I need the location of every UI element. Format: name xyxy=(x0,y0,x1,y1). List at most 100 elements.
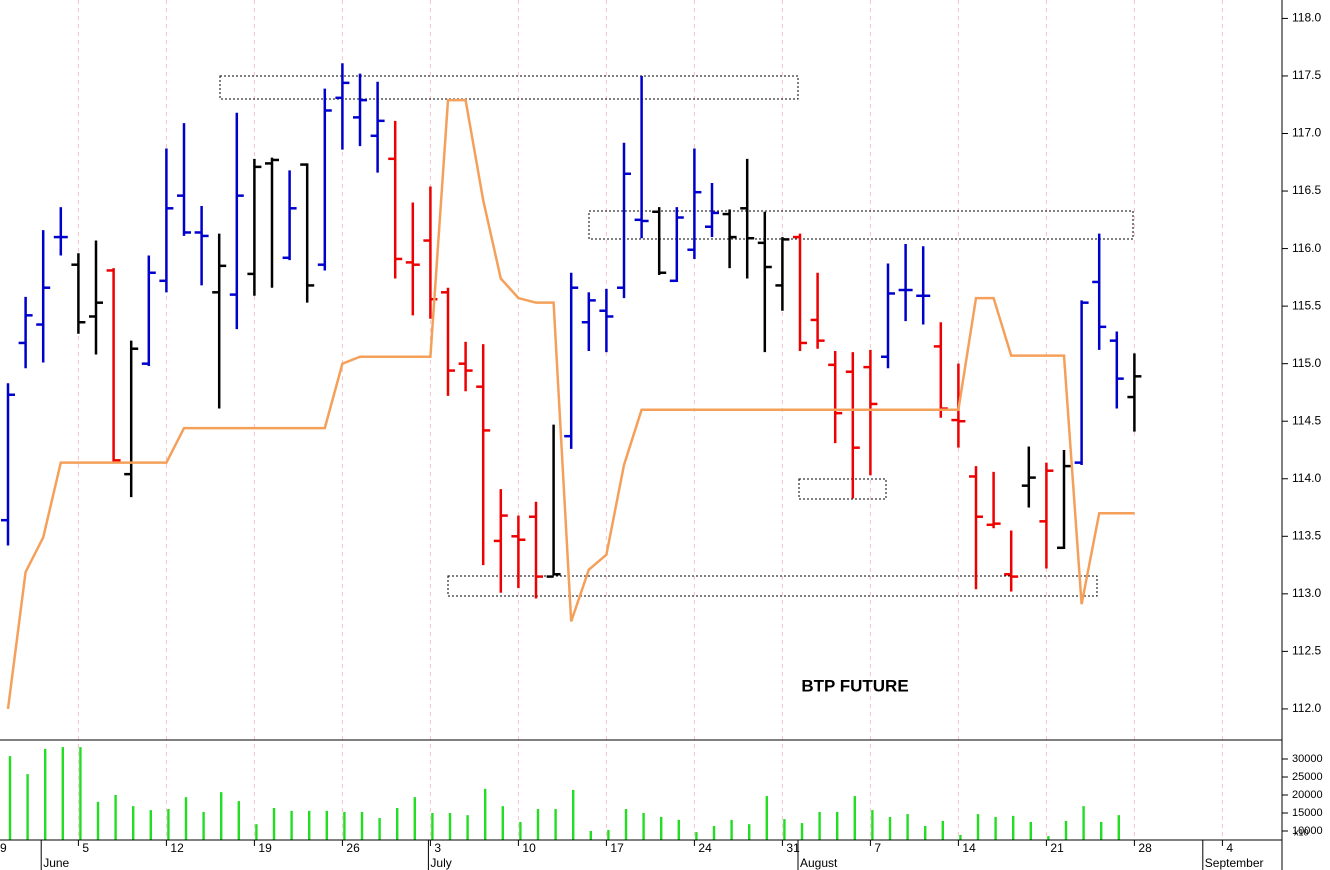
volume-bar xyxy=(924,825,927,840)
volume-bar xyxy=(1012,815,1015,840)
volume-bar xyxy=(360,811,364,840)
y-tick-label: 116.0 xyxy=(1292,241,1321,255)
volume-bar xyxy=(836,811,839,840)
volume-bar xyxy=(79,747,82,840)
month-label: July xyxy=(430,856,451,870)
y-tick-label: 25000 xyxy=(1292,771,1323,783)
volume-bar xyxy=(572,789,575,840)
y-tick-label: 30000 xyxy=(1292,753,1323,765)
y-tick-label: 112.0 xyxy=(1292,701,1321,715)
x-tick-label: 10 xyxy=(522,841,536,855)
x-tick-label: 31 xyxy=(786,841,800,855)
volume-bar xyxy=(413,797,416,840)
volume-bar xyxy=(959,834,962,840)
x-tick-label: 5 xyxy=(82,841,89,855)
y-tick-label: 115.0 xyxy=(1292,356,1321,370)
volume-bar xyxy=(589,831,592,840)
volume-bar xyxy=(712,825,716,840)
volume-bar xyxy=(149,810,152,840)
volume-bar xyxy=(255,824,258,840)
volume-bar xyxy=(941,820,944,840)
x-tick-label: 19 xyxy=(258,841,272,855)
volume-bar xyxy=(290,810,293,840)
volume-bar xyxy=(220,792,223,840)
volume-bar xyxy=(308,810,311,840)
marks-layer xyxy=(1,63,1142,840)
y-tick-label: 112.5 xyxy=(1292,644,1321,658)
indicator-line xyxy=(6,98,1135,710)
y-tick-label: 113.5 xyxy=(1292,528,1321,542)
volume-bar xyxy=(431,813,434,840)
volume-bar xyxy=(8,756,12,840)
volume-bar xyxy=(61,747,64,840)
volume-bar xyxy=(1029,822,1032,840)
volume-bar xyxy=(642,813,645,840)
volume-bar xyxy=(660,816,663,840)
y-tick-label: 113.0 xyxy=(1292,586,1321,600)
volume-bar xyxy=(800,823,804,840)
volume-bar xyxy=(237,801,240,840)
y-tick-label: 115.5 xyxy=(1292,298,1321,312)
volume-bar xyxy=(167,809,170,840)
volume-bar xyxy=(853,796,856,840)
volume-bar xyxy=(818,811,821,840)
annotation-boxes xyxy=(219,75,1134,597)
y-tick-label: 10000 xyxy=(1292,825,1323,837)
volume-bar xyxy=(26,774,29,840)
y-tick-label: 117.0 xyxy=(1292,126,1321,140)
resistance-box xyxy=(588,210,1134,240)
volume-bar xyxy=(44,748,47,840)
volume-bar xyxy=(677,819,680,840)
resistance-box xyxy=(219,75,799,100)
y-tick-label: 117.5 xyxy=(1292,68,1321,82)
gap-box xyxy=(798,478,887,500)
volume-bar xyxy=(765,796,768,840)
volume-bar xyxy=(1047,836,1050,840)
volume-bar xyxy=(466,815,469,840)
y-tick-label: 15000 xyxy=(1292,807,1323,819)
annotation: BTP FUTURE xyxy=(801,676,908,695)
volume-bar xyxy=(184,797,188,840)
volume-bar xyxy=(325,810,328,840)
volume-bar xyxy=(1064,820,1068,840)
x-tick-label: 17 xyxy=(610,841,624,855)
volume-bar xyxy=(871,810,874,840)
volume-bar xyxy=(501,806,504,840)
month-label: August xyxy=(800,856,838,870)
volume-bar xyxy=(114,795,117,840)
volume-bar xyxy=(519,822,522,840)
volume-bar xyxy=(783,819,786,840)
volume-bar xyxy=(607,829,610,840)
x-tick-label: 24 xyxy=(698,841,712,855)
volume-bar xyxy=(202,811,205,840)
volume-bar xyxy=(906,814,909,840)
volume-bar xyxy=(484,788,487,840)
volume-bar xyxy=(695,832,698,840)
volume-bar xyxy=(1117,815,1120,840)
y-tick-label: 118.0 xyxy=(1292,11,1321,25)
month-label: September xyxy=(1205,856,1264,870)
support-box xyxy=(447,575,1098,597)
volume-bar xyxy=(343,811,346,840)
x-tick-label: 7 xyxy=(874,841,881,855)
volume-bar xyxy=(536,809,540,840)
x-tick-label: 26 xyxy=(346,841,360,855)
volume-bar xyxy=(748,824,751,840)
volume-bar xyxy=(554,809,557,840)
volume-bar xyxy=(96,801,100,840)
volume-bar xyxy=(994,816,997,840)
x-tick-label: 28 xyxy=(1138,841,1152,855)
y-tick-label: 20000 xyxy=(1292,789,1323,801)
volume-bar xyxy=(1100,822,1103,840)
volume-bar xyxy=(1082,806,1085,840)
y-tick-label: 116.5 xyxy=(1292,183,1321,197)
x-tick-label: 3 xyxy=(434,841,441,855)
x-tick-label: 4 xyxy=(1226,841,1233,855)
volume-bar xyxy=(448,813,452,840)
volume-bar xyxy=(396,807,399,840)
y-tick-label: 114.0 xyxy=(1292,471,1321,485)
x-tick-label: 12 xyxy=(170,841,184,855)
volume-bar xyxy=(272,807,276,840)
